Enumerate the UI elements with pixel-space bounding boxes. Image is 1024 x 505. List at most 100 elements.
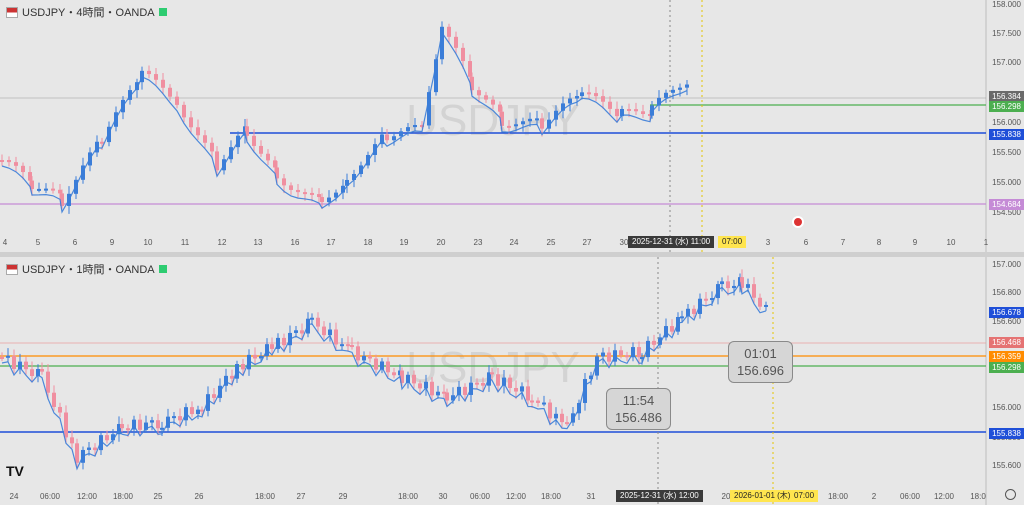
price-tooltip: 01:01 156.696 [728, 341, 793, 383]
candle-body [496, 374, 500, 386]
candle-body [554, 110, 558, 120]
y-tick: 155.500 [992, 148, 1021, 157]
candle-body [58, 406, 62, 413]
x-tick: 18:00 [397, 492, 419, 501]
candle-body [530, 400, 534, 403]
candle-body [413, 125, 417, 128]
candle-body [451, 395, 455, 401]
x-tick: 24 [509, 238, 519, 247]
candle-body [58, 189, 62, 194]
candlestick-chart-1h[interactable]: USDJPY [0, 257, 1024, 505]
x-tick: 18:00 [540, 492, 562, 501]
candle-body [400, 370, 404, 383]
candle-body [583, 379, 587, 403]
candle-body [340, 344, 344, 347]
pane-divider[interactable] [0, 252, 1024, 257]
candle-body [386, 361, 390, 373]
candle-body [144, 422, 148, 430]
candle-body [561, 103, 565, 111]
candle-body [259, 145, 263, 154]
x-tick: 6 [803, 238, 809, 247]
price-label: 156.298 [989, 362, 1024, 373]
y-tick: 157.000 [992, 58, 1021, 67]
x-tick: 9 [109, 238, 115, 247]
candle-body [726, 281, 730, 289]
x-tick: 6 [72, 238, 78, 247]
candle-body [650, 105, 654, 116]
candle-body [477, 90, 481, 96]
candle-body [70, 437, 74, 444]
market-status-icon[interactable] [158, 265, 167, 273]
candle-body [392, 136, 396, 141]
x-tick: 27 [582, 238, 592, 247]
candle-body [0, 160, 4, 162]
candle-body [245, 126, 249, 136]
x-tick: 18:00 [112, 492, 134, 501]
candle-body [380, 361, 384, 370]
y-tick: 156.000 [992, 403, 1021, 412]
candlestick-chart-4h[interactable]: USDJPY [0, 0, 1024, 252]
candle-body [200, 409, 204, 412]
candle-body [328, 329, 332, 336]
candle-body [658, 337, 662, 345]
event-flag-icon[interactable] [792, 216, 804, 228]
tooltip-time: 01:01 [744, 346, 777, 361]
candle-body [206, 394, 210, 411]
candle-body [341, 185, 345, 193]
x-tick: 10 [143, 238, 153, 247]
x-tick: 29 [338, 492, 348, 501]
price-label: 156.298 [989, 101, 1024, 112]
candle-body [454, 36, 458, 48]
symbol-title: USDJPY・1時間・OANDA [6, 261, 167, 277]
candle-body [327, 197, 331, 203]
candle-body [275, 167, 279, 179]
candle-body [380, 134, 384, 145]
candle-body [704, 298, 708, 301]
tooltip-price: 156.696 [737, 363, 784, 378]
chart-pane-4h[interactable]: USDJPY USDJPY・4時間・OANDA 158.000 157.500 … [0, 0, 1024, 252]
candle-body [138, 419, 142, 430]
candle-body [60, 193, 64, 206]
candle-body [168, 87, 172, 97]
symbol-title: USDJPY・4時間・OANDA [6, 4, 167, 20]
x-tick: 12:00 [76, 492, 98, 501]
x-tick: 18:0 [970, 492, 986, 501]
candle-body [457, 386, 461, 396]
candle-body [46, 371, 50, 393]
candle-body [520, 386, 524, 392]
candle-body [334, 192, 338, 198]
candle-body [346, 344, 350, 347]
x-tick: 3 [765, 238, 771, 247]
candle-body [758, 297, 762, 307]
future-time-label: 07:00 [790, 490, 819, 502]
price-label: 155.838 [989, 129, 1024, 140]
candle-body [190, 407, 194, 415]
candle-body [498, 104, 502, 112]
candle-body [528, 118, 532, 122]
candle-body [418, 383, 422, 389]
candle-body [424, 381, 428, 389]
candle-body [289, 185, 293, 190]
chart-pane-1h[interactable]: USDJPY USDJPY・1時間・OANDA 157.000 156.800 … [0, 257, 1024, 505]
candle-body [514, 387, 518, 392]
candle-body [625, 355, 629, 358]
candle-body [463, 386, 467, 395]
market-status-icon[interactable] [158, 8, 167, 16]
candle-body [732, 285, 736, 289]
tradingview-logo[interactable]: TV [6, 463, 24, 479]
settings-gear-icon[interactable] [1005, 489, 1016, 500]
candle-body [310, 192, 314, 195]
flag-icon [6, 6, 18, 18]
x-tick: 13 [253, 238, 263, 247]
candle-body [189, 117, 193, 128]
candle-body [107, 126, 111, 143]
candle-body [150, 420, 154, 423]
x-tick: 30 [619, 238, 629, 247]
candle-body [350, 345, 354, 348]
candle-body [51, 188, 55, 191]
x-tick: 06:00 [899, 492, 921, 501]
x-tick: 20 [721, 492, 731, 501]
tooltip-price: 156.486 [615, 410, 662, 425]
price-label: 154.684 [989, 199, 1024, 210]
candle-body [620, 109, 624, 117]
